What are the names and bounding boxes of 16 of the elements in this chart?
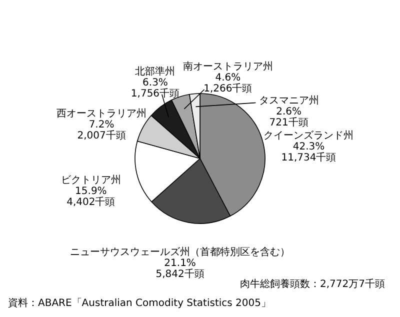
data-label: 15.9% 4,402千頭 (66, 186, 116, 208)
data-label: 4.6% 1,266千頭 (204, 72, 252, 94)
data-label: 6.3% 1,756千頭 (130, 77, 180, 100)
data-label: 7.2% 2,007千頭 (77, 119, 126, 142)
data-label: 42.3% 11,734千頭 (281, 142, 336, 164)
text: 資料：ABARE「Australian Comodity Statistics 2005」 (8, 297, 272, 309)
slice-label: 西オーストラリア州 (56, 107, 147, 120)
text: 肉牛総飼養頭数：2,772万7千頭 (240, 278, 385, 290)
slice-label: ニューサウスウェールズ州（首都特別区を含む） (70, 246, 290, 258)
data-label: 21.1% 5,842千頭 (156, 258, 204, 280)
slice-label: ビクトリア州 (60, 174, 121, 186)
slice-label: 南オーストラリア州 (182, 60, 273, 72)
slice-label: 北部準州 (135, 65, 176, 78)
slice-label: クイーンズランド州 (264, 130, 354, 142)
data-label: 2.6% 721千頭 (269, 106, 308, 129)
slice-label: タスマニア州 (258, 94, 319, 107)
